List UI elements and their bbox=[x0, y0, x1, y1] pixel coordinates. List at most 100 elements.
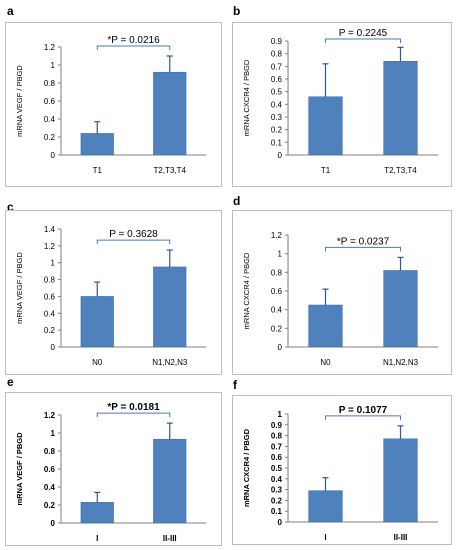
bar bbox=[153, 71, 187, 156]
bar bbox=[308, 490, 343, 523]
chart-f-svg: 0 0.1 0.20.3 0.4 0.5 0.6 0.70.8 0.9 1 mRNA CXCR4 … bbox=[242, 405, 438, 542]
x-tick-label: N1,N2,N3 bbox=[152, 358, 188, 367]
y-tick-label: 0.8 bbox=[271, 268, 283, 277]
chart-panel-b: 0 0.1 0.2 0.3 0.4 0.5 0.6 0.7 0.8 0.9 mRNA CXCR4 /… bbox=[232, 22, 452, 187]
p-value-annotation: *P = 0.0181 bbox=[107, 402, 160, 413]
y-tick-label: 0 bbox=[51, 519, 56, 528]
bar bbox=[80, 296, 114, 348]
significance-bracket bbox=[96, 239, 171, 245]
x-tick-label: I bbox=[96, 534, 98, 543]
y-tick-label: 0.4 bbox=[271, 475, 283, 484]
x-tick-label: N0 bbox=[92, 358, 103, 367]
panel-letter-e: e bbox=[7, 375, 14, 389]
bar bbox=[383, 438, 418, 523]
y-tick-label: 1 bbox=[51, 429, 56, 438]
chart-panel-d: 0 0.2 0.4 0.6 0.8 1 1.2 mRNA CXCR4 / PBGD N0 N1,N… bbox=[232, 210, 452, 375]
y-tick-label: 0.8 bbox=[44, 447, 56, 456]
y-tick-label: 0.7 bbox=[271, 442, 283, 451]
y-tick-label: 0.6 bbox=[44, 465, 56, 474]
significance-bracket bbox=[325, 38, 401, 43]
y-axis-label: mRNA VEGF / PBGD bbox=[15, 65, 24, 137]
y-tick-label: 0.5 bbox=[271, 88, 283, 97]
y-tick-label: 0.2 bbox=[271, 126, 283, 135]
p-value-annotation: P = 0.2245 bbox=[339, 28, 388, 39]
significance-bracket bbox=[96, 45, 171, 50]
significance-bracket bbox=[325, 246, 401, 252]
y-tick-label: 0.6 bbox=[271, 75, 283, 84]
y-axis-label: mRNA VEGF / PBGD bbox=[15, 252, 24, 324]
bar bbox=[308, 96, 343, 156]
chart-panel-e: 0 0.2 0.4 0.6 0.8 1 1.2 mRNA VEGF / PBGD I II-III… bbox=[5, 392, 222, 546]
chart-a-svg: 0 0.2 0.4 0.6 0.8 1 1.2 mRNA VEGF / PBGD T1 T2,T3… bbox=[15, 35, 206, 175]
chart-b-svg: 0 0.1 0.2 0.3 0.4 0.5 0.6 0.7 0.8 0.9 mRNA CXCR4 /… bbox=[242, 28, 438, 175]
y-axis-label: mRNA VEGF / PBGD bbox=[15, 432, 24, 506]
p-value-annotation: P = 0.3628 bbox=[109, 229, 158, 240]
y-tick-label: 1.2 bbox=[44, 242, 56, 251]
x-tick-label: T2,T3,T4 bbox=[154, 166, 187, 175]
chart-panel-a: 0 0.2 0.4 0.6 0.8 1 1.2 mRNA VEGF / PBGD T1 T2,T3… bbox=[5, 22, 222, 187]
significance-bracket bbox=[325, 415, 401, 420]
bar bbox=[153, 439, 187, 524]
y-tick-label: 1.4 bbox=[44, 225, 56, 234]
y-tick-label: 0 bbox=[278, 518, 283, 527]
y-tick-label: 1.2 bbox=[44, 43, 56, 52]
y-tick-label: 0.1 bbox=[271, 138, 283, 147]
x-tick-label: T1 bbox=[321, 166, 331, 175]
y-tick-label: 0.2 bbox=[271, 496, 283, 505]
x-tick-label: II-III bbox=[394, 533, 408, 542]
y-tick-label: 0.8 bbox=[271, 50, 283, 59]
y-tick-label: 0 bbox=[278, 151, 283, 160]
y-tick-label: 1.2 bbox=[271, 231, 283, 240]
y-tick-label: 0.2 bbox=[271, 324, 283, 333]
bar bbox=[153, 266, 187, 348]
chart-c-svg: 0 0.2 0.4 0.6 0.8 1 1.2 1.4 mRNA VEGF / PBGD N0 N1… bbox=[15, 225, 206, 367]
y-tick-label: 1.2 bbox=[44, 411, 56, 420]
y-tick-label: 0 bbox=[51, 343, 56, 352]
y-tick-label: 0.5 bbox=[271, 464, 283, 473]
bar bbox=[80, 502, 114, 524]
x-tick-label: T2,T3,T4 bbox=[384, 166, 417, 175]
bar bbox=[383, 270, 418, 348]
y-tick-label: 0 bbox=[278, 343, 283, 352]
y-tick-label: 0.3 bbox=[271, 486, 283, 495]
chart-panel-c: 0 0.2 0.4 0.6 0.8 1 1.2 1.4 mRNA VEGF / PBGD N0 N1… bbox=[5, 210, 222, 375]
p-value-annotation: *P = 0.0237 bbox=[337, 236, 390, 247]
y-tick-label: 0.8 bbox=[271, 432, 283, 441]
y-tick-label: 0.6 bbox=[271, 287, 283, 296]
y-tick-label: 0.2 bbox=[44, 326, 56, 335]
significance-bracket bbox=[96, 412, 171, 418]
panel-letter-f: f bbox=[233, 378, 237, 392]
y-tick-label: 1 bbox=[278, 410, 283, 419]
chart-e-svg: 0 0.2 0.4 0.6 0.8 1 1.2 mRNA VEGF / PBGD I II-III… bbox=[15, 402, 206, 543]
p-value-annotation: P = 0.1077 bbox=[339, 405, 388, 416]
y-tick-label: 0.6 bbox=[271, 453, 283, 462]
y-tick-label: 0.4 bbox=[44, 115, 56, 124]
y-axis-label: mRNA CXCR4 / PBGD bbox=[242, 428, 251, 507]
x-tick-label: I bbox=[324, 533, 326, 542]
y-tick-label: 0.2 bbox=[44, 501, 56, 510]
y-tick-label: 0.9 bbox=[271, 421, 283, 430]
panel-letter-c: c bbox=[7, 200, 14, 214]
bar bbox=[383, 61, 418, 156]
y-tick-label: 0.2 bbox=[44, 133, 56, 142]
y-tick-label: 0 bbox=[51, 151, 56, 160]
y-tick-label: 0.4 bbox=[271, 306, 283, 315]
y-tick-label: 0.3 bbox=[271, 113, 283, 122]
panel-letter-d: d bbox=[233, 194, 241, 208]
panel-letter-a: a bbox=[7, 4, 14, 18]
y-tick-label: 0.7 bbox=[271, 62, 283, 71]
y-tick-label: 0.4 bbox=[271, 100, 283, 109]
y-axis-label: mRNA CXCR4 / PBGD bbox=[242, 59, 251, 136]
y-tick-label: 1 bbox=[278, 250, 283, 259]
y-tick-label: 1 bbox=[51, 259, 56, 268]
x-tick-label: N0 bbox=[320, 358, 331, 367]
y-tick-label: 0.4 bbox=[44, 483, 56, 492]
y-tick-label: 0.9 bbox=[271, 37, 283, 46]
y-tick-label: 0.4 bbox=[44, 309, 56, 318]
p-value-annotation: *P = 0.0216 bbox=[107, 35, 160, 46]
chart-d-svg: 0 0.2 0.4 0.6 0.8 1 1.2 mRNA CXCR4 / PBGD N0 N1,N… bbox=[242, 231, 438, 367]
x-tick-label: T1 bbox=[93, 166, 103, 175]
y-tick-label: 0.6 bbox=[44, 292, 56, 301]
y-tick-label: 0.8 bbox=[44, 276, 56, 285]
chart-panel-f: 0 0.1 0.2 0.3 0.4 0.5 0.6 0.7 0.8 0.9 1 mRNA CXCR4 … bbox=[232, 395, 452, 545]
